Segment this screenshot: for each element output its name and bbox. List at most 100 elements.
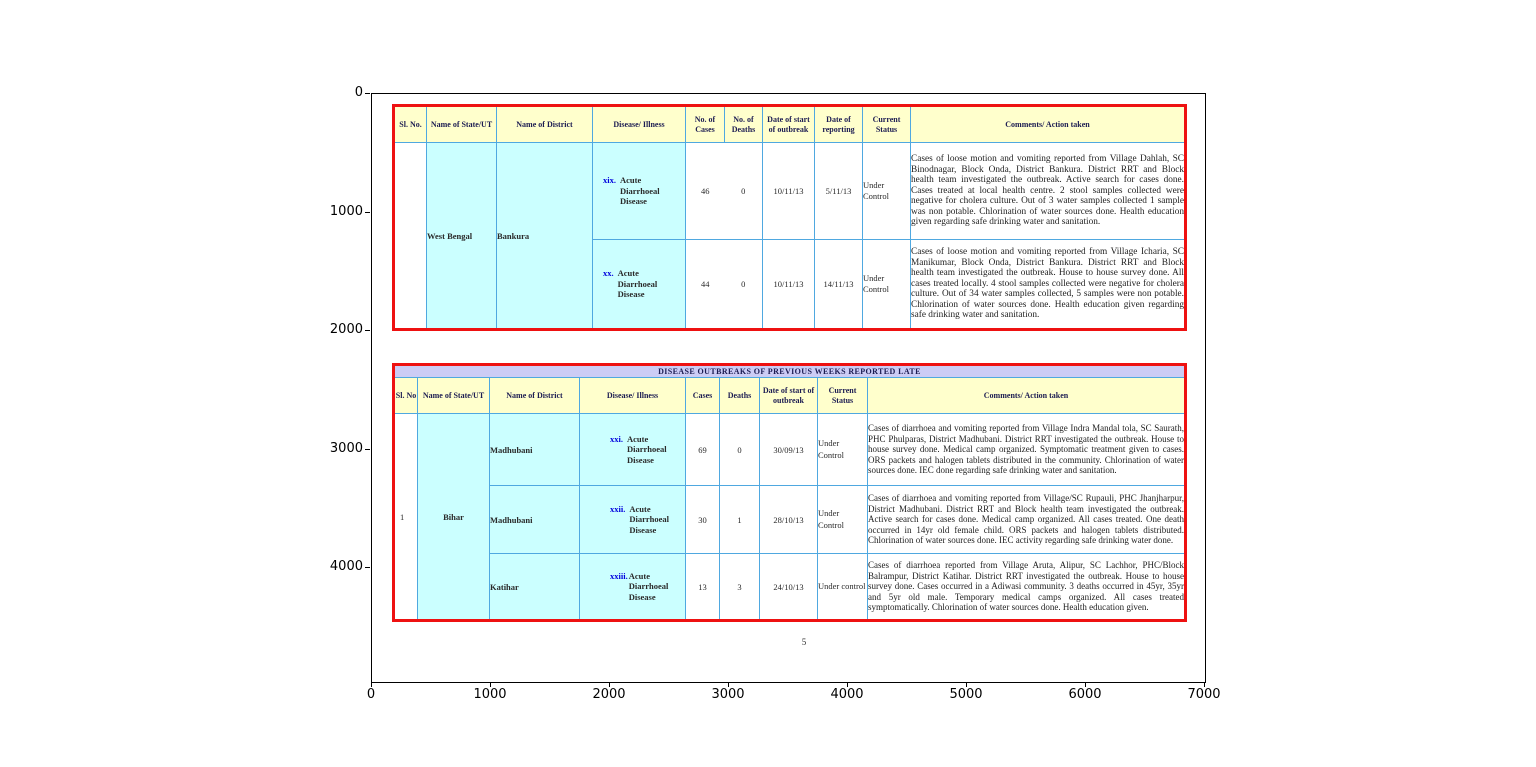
cell-deaths: 0 [724, 239, 763, 330]
x-tick-label: 5000 [949, 687, 983, 702]
cell-start-date: 28/10/13 [759, 485, 818, 554]
cell-disease: xxi. Acute Diarrhoeal Disease [579, 413, 686, 486]
x-tick-mark [371, 682, 372, 687]
cell-deaths: 1 [719, 485, 760, 554]
cell-district: Madhubani [489, 485, 580, 554]
disease-numeral: xxii. [610, 503, 626, 514]
cell-district: Madhubani [489, 413, 580, 486]
col-header-cases: No. of Cases [685, 105, 725, 143]
cell-state: West Bengal [426, 142, 497, 330]
x-tick-mark [1085, 682, 1086, 687]
y-tick-label: 0 [354, 85, 363, 100]
col-header-state: Name of State/UT [417, 377, 490, 414]
cell-cases: 46 [685, 142, 725, 240]
table-title: DISEASE OUTBREAKS OF PREVIOUS WEEKS REPO… [392, 364, 1187, 378]
table-row: West Bengal Bankura xix. Acute Diarrhoea… [393, 142, 1186, 330]
cell-status: Under control [817, 553, 868, 621]
outbreak-table-current: Sl. No. Name of State/UT Name of Distric… [392, 104, 1187, 331]
table-header-row: Sl. No. Name of State/UT Name of Distric… [393, 105, 1186, 143]
table-row: xx. Acute Diarrhoeal Disease 44 0 10/11/… [394, 239, 1186, 330]
disease-numeral: xix. [603, 175, 616, 186]
cell-sl-no: 1 [393, 413, 418, 621]
col-header-sl-no: Sl. No. [393, 105, 427, 143]
y-tick-mark [365, 449, 370, 450]
x-tick-mark [1204, 682, 1205, 687]
table-title-row: DISEASE OUTBREAKS OF PREVIOUS WEEKS REPO… [392, 364, 1187, 378]
cell-status: Under Control [862, 239, 911, 330]
disease-numeral: xx. [603, 268, 614, 279]
col-header-state: Name of State/UT [426, 105, 497, 143]
cell-district: Katihar [489, 553, 580, 621]
x-tick-label: 3000 [711, 687, 745, 702]
disease-name: Acute Diarrhoeal Disease [627, 433, 667, 465]
cell-status: Under Control [862, 142, 911, 240]
cell-state: Bihar [417, 413, 490, 621]
col-header-status: Current Status [817, 377, 868, 414]
cell-comments: Cases of diarrhoea reported from Village… [866, 553, 1187, 621]
disease-name: Acute Diarrhoeal Disease [620, 175, 660, 207]
cell-cases: 44 [685, 239, 725, 330]
cell-start-date: 10/11/13 [762, 239, 815, 330]
col-header-district: Name of District [496, 105, 593, 143]
x-tick-label: 4000 [830, 687, 864, 702]
cell-comments: Cases of loose motion and vomiting repor… [910, 142, 1186, 240]
col-header-start-date: Date of start of outbreak [759, 377, 818, 414]
page-number: 5 [801, 637, 807, 647]
col-header-status: Current Status [862, 105, 911, 143]
x-tick-label: 7000 [1187, 687, 1221, 702]
y-tick-label: 1000 [329, 204, 363, 219]
cell-deaths: 0 [719, 413, 760, 486]
cell-start-date: 10/11/13 [762, 142, 815, 240]
x-tick-label: 0 [366, 687, 376, 702]
cell-comments: Cases of diarrhoea and vomiting reported… [866, 485, 1187, 554]
y-tick-mark [365, 93, 370, 94]
x-tick-mark [847, 682, 848, 687]
table-header-row: Sl. No Name of State/UT Name of District… [393, 377, 1187, 414]
x-tick-mark [966, 682, 967, 687]
col-header-reporting-date: Date of reporting [814, 105, 863, 143]
col-header-cases: Cases [685, 377, 720, 414]
col-header-deaths: No. of Deaths [724, 105, 763, 143]
cell-comments: Cases of diarrhoea and vomiting reported… [866, 413, 1187, 486]
x-tick-mark [609, 682, 610, 687]
table-row: Katihar xxiii. Acute Diarrhoeal Disease … [394, 553, 1187, 621]
disease-numeral: xxiii. [610, 570, 628, 581]
cell-district: Bankura [496, 142, 593, 330]
col-header-start-date: Date of start of outbreak [762, 105, 815, 143]
cell-sl-no [393, 142, 427, 330]
cell-cases: 13 [685, 553, 720, 621]
cell-deaths: 3 [719, 553, 760, 621]
col-header-disease: Disease/ Illness [592, 105, 686, 143]
cell-deaths: 0 [724, 142, 763, 240]
cell-comments: Cases of loose motion and vomiting repor… [910, 239, 1186, 330]
cell-cases: 69 [685, 413, 720, 486]
y-tick-label: 3000 [329, 441, 363, 456]
outbreak-table-late: DISEASE OUTBREAKS OF PREVIOUS WEEKS REPO… [392, 363, 1188, 622]
x-tick-mark [490, 682, 491, 687]
col-header-comments: Comments/ Action taken [866, 377, 1187, 414]
disease-name: Acute Diarrhoeal Disease [629, 503, 670, 535]
col-header-disease: Disease/ Illness [579, 377, 686, 414]
cell-reporting-date: 5/11/13 [814, 142, 863, 240]
table-row: Madhubani xxii. Acute Diarrhoeal Disease… [394, 485, 1187, 554]
table-row: 1 Bihar Madhubani xxi. Acute Diarrhoeal … [393, 413, 1187, 621]
plot-area: Sl. No. Name of State/UT Name of Distric… [371, 93, 1206, 683]
y-tick-mark [365, 212, 370, 213]
col-header-district: Name of District [489, 377, 580, 414]
cell-disease: xxii. Acute Diarrhoeal Disease [579, 485, 686, 554]
x-tick-label: 1000 [473, 687, 507, 702]
cell-disease: xxiii. Acute Diarrhoeal Disease [579, 553, 686, 621]
cell-start-date: 30/09/13 [759, 413, 818, 486]
y-tick-mark [365, 330, 370, 331]
x-tick-label: 2000 [592, 687, 626, 702]
cell-disease: xix. Acute Diarrhoeal Disease [592, 142, 686, 240]
disease-name: Acute Diarrhoeal Disease [617, 268, 658, 300]
y-tick-label: 2000 [329, 322, 363, 337]
disease-name: Acute Diarrhoeal Disease [628, 570, 669, 602]
col-header-sl-no: Sl. No [393, 377, 418, 414]
col-header-deaths: Deaths [719, 377, 760, 414]
cell-cases: 30 [685, 485, 720, 554]
disease-numeral: xxi. [610, 433, 623, 444]
y-tick-mark [365, 567, 370, 568]
